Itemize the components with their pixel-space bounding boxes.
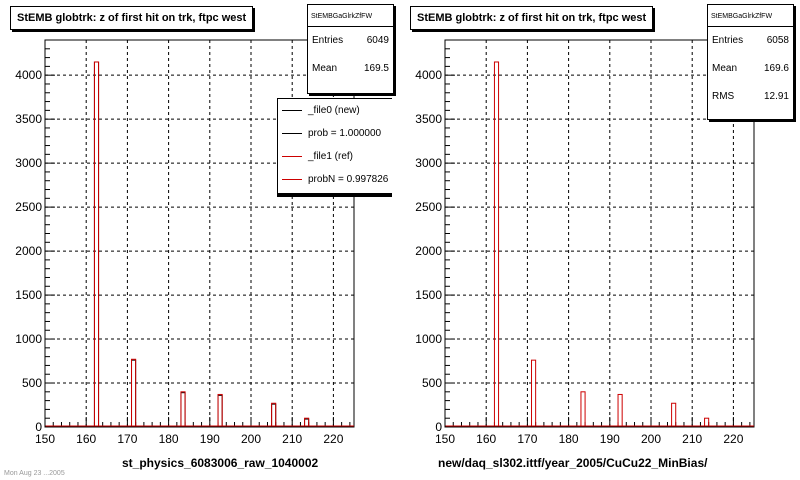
left-ytick-label: 500 — [22, 376, 42, 390]
legend-entry-probn: probN = 0.997826 — [278, 168, 392, 191]
right-histogram-plot: 150 160 170 180 190 200 210 220 0 500 1000 1500 2000… — [415, 39, 755, 446]
left-plot-title: StEMB globtrk: z of first hit on trk, ft… — [10, 6, 254, 30]
left-xtick-label: 170 — [117, 432, 137, 446]
right-stats-entries-label: Entries — [712, 35, 744, 46]
left-xtick-label: 160 — [76, 432, 96, 446]
right-xtick-label: 150 — [435, 432, 455, 446]
legend-label-file1: _file1 (ref) — [308, 151, 354, 162]
left-stats-entries-row: Entries 6049 — [308, 27, 393, 55]
legend-entry-prob: prob = 1.000000 — [278, 122, 392, 145]
legend-label-file0: _file0 (new) — [308, 105, 360, 116]
left-stats-entries-label: Entries — [312, 35, 344, 46]
right-ytick-label: 0 — [435, 420, 442, 434]
left-stats-entries-value: 6049 — [366, 35, 389, 46]
right-ytick-label: 2500 — [415, 200, 442, 214]
right-ytick-label: 2000 — [415, 244, 442, 258]
left-xtick-label: 180 — [159, 432, 179, 446]
right-stats-entries-row: Entries 6058 — [708, 27, 793, 55]
left-stats-box: StEMBGaGlrkZfFW Entries 6049 Mean 169.5 — [307, 4, 394, 94]
right-xaxis-label: new/daq_sl302.ittf/year_2005/CuCu22_MinB… — [438, 456, 708, 470]
right-histogram-pad: 150 160 170 180 190 200 210 220 0 500 1000 1500 2000… — [400, 0, 800, 480]
left-stats-name: StEMBGaGlrkZfFW — [308, 5, 393, 27]
footer-stamp: Mon Aug 23 ...2005 — [4, 470, 65, 477]
left-ytick-label: 1500 — [15, 288, 42, 302]
left-xtick-label: 150 — [35, 432, 55, 446]
right-xtick-label: 160 — [476, 432, 496, 446]
right-stats-name: StEMBGaGlrkZfFW — [708, 5, 793, 27]
right-stats-rms-label: RMS — [712, 91, 735, 102]
right-xtick-label: 190 — [600, 432, 620, 446]
right-xtick-label: 180 — [559, 432, 579, 446]
left-stats-mean-value: 169.5 — [363, 63, 389, 74]
left-ytick-label: 3500 — [15, 112, 42, 126]
left-xaxis-label: st_physics_6083006_raw_1040002 — [122, 456, 319, 470]
left-ytick-label: 2000 — [15, 244, 42, 258]
right-ytick-label: 500 — [422, 376, 442, 390]
right-ytick-label: 1500 — [415, 288, 442, 302]
legend-swatch-probn — [282, 179, 302, 180]
left-xtick-label: 220 — [323, 432, 343, 446]
legend-swatch-prob — [282, 133, 302, 134]
legend-box: _file0 (new) prob = 1.000000 _file1 (ref… — [277, 98, 392, 194]
left-ytick-label: 4000 — [15, 68, 42, 82]
left-histogram-pad: 150 160 170 180 190 200 210 220 0 500 1000 1500 2000… — [4, 4, 394, 477]
right-xtick-label: 220 — [723, 432, 743, 446]
right-ytick-label: 3000 — [415, 156, 442, 170]
right-ytick-label: 1000 — [415, 332, 442, 346]
right-plot-title: StEMB globtrk: z of first hit on trk, ft… — [410, 6, 654, 30]
legend-entry-file0: _file0 (new) — [278, 99, 392, 122]
right-stats-mean-value: 169.6 — [763, 63, 789, 74]
right-stats-box: StEMBGaGlrkZfFW Entries 6058 Mean 169.6 … — [707, 4, 794, 120]
legend-swatch-file1 — [282, 156, 302, 157]
legend-label-prob: prob = 1.000000 — [308, 128, 382, 139]
left-xtick-label: 190 — [200, 432, 220, 446]
right-xtick-label: 200 — [641, 432, 661, 446]
left-ytick-label: 1000 — [15, 332, 42, 346]
left-stats-mean-label: Mean — [312, 63, 338, 74]
right-xtick-label: 170 — [517, 432, 537, 446]
left-xtick-label: 210 — [282, 432, 302, 446]
legend-label-probn: probN = 0.997826 — [308, 174, 389, 185]
left-stats-mean-row: Mean 169.5 — [308, 55, 393, 83]
right-stats-mean-row: Mean 169.6 — [708, 55, 793, 83]
right-xtick-label: 210 — [682, 432, 702, 446]
right-stats-mean-label: Mean — [712, 63, 738, 74]
right-ytick-label: 3500 — [415, 112, 442, 126]
left-xtick-label: 200 — [241, 432, 261, 446]
left-ytick-label: 2500 — [15, 200, 42, 214]
legend-swatch-file0 — [282, 110, 302, 111]
right-stats-entries-value: 6058 — [766, 35, 789, 46]
right-ytick-label: 4000 — [415, 68, 442, 82]
right-stats-rms-value: 12.91 — [763, 91, 789, 102]
right-stats-rms-row: RMS 12.91 — [708, 83, 793, 111]
left-ytick-label: 3000 — [15, 156, 42, 170]
legend-entry-file1: _file1 (ref) — [278, 145, 392, 168]
left-ytick-label: 0 — [35, 420, 42, 434]
